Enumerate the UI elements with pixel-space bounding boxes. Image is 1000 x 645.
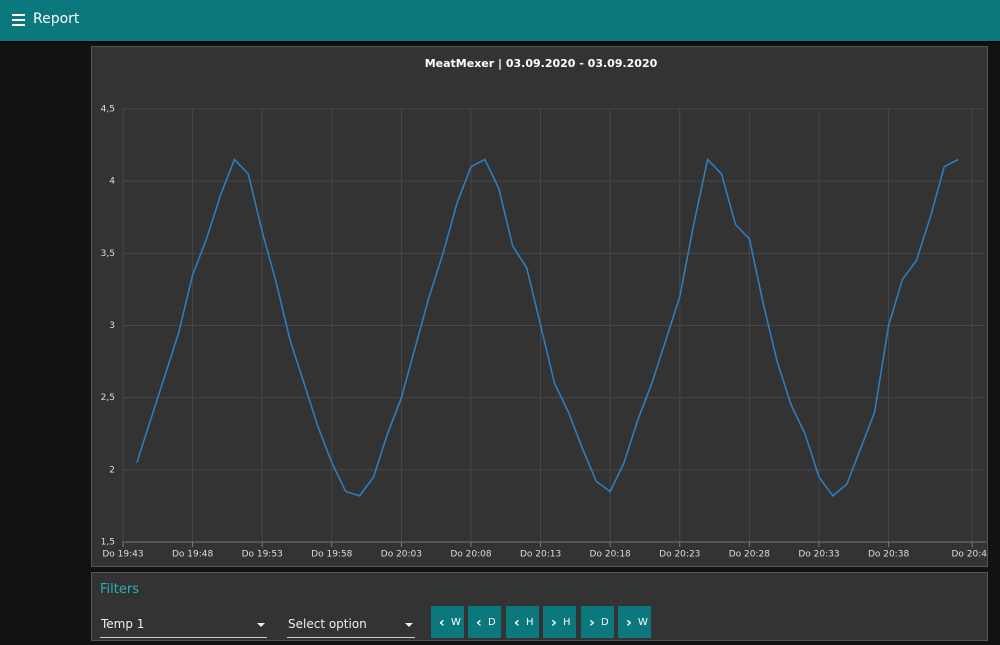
x-tick-label: Do 20:08 [450,550,492,560]
y-tick-label: 1,5 [101,538,115,548]
chevron-icon: › [551,615,557,631]
select[interactable]: Select option [287,615,415,638]
y-tick-label: 3 [109,321,115,331]
filters-panel: Filters Temp 1 Select option ‹ W ‹ D ‹ H › H › D ›… [91,572,988,641]
x-tick-label: Do 20:44 [951,550,987,560]
button-label: D [601,617,609,628]
menu-button[interactable] [12,14,25,26]
chart-panel: MeatMexer | 03.09.2020 - 03.09.2020 1,5 2… [91,46,988,567]
x-tick-label: Do 20:38 [868,550,910,560]
button-label: W [638,617,648,628]
select-value: Select option [288,617,367,631]
button-label: W [451,617,461,628]
page-title: Report [33,11,80,27]
x-tick-label: Do 19:43 [102,550,143,560]
x-tick-label: Do 20:23 [659,550,700,560]
nav-button[interactable]: ‹ H [506,606,539,638]
filters-title: Filters [100,582,139,597]
chevron-icon: › [626,615,632,631]
select-value: Temp 1 [101,617,145,631]
nav-button[interactable]: ‹ D [468,606,501,638]
x-tick-label: Do 19:53 [242,550,283,560]
y-tick-label: 2,5 [101,393,115,403]
button-label: D [488,617,496,628]
nav-button[interactable]: › D [581,606,614,638]
nav-button[interactable]: ‹ W [431,606,464,638]
y-tick-label: 4 [109,177,115,187]
chart-title: MeatMexer | 03.09.2020 - 03.09.2020 [425,57,658,70]
y-tick-label: 3,5 [101,249,115,259]
button-label: H [563,617,571,628]
x-tick-label: Do 20:18 [590,550,632,560]
x-tick-label: Do 19:58 [311,550,353,560]
x-tick-label: Do 20:03 [381,550,422,560]
chart: MeatMexer | 03.09.2020 - 03.09.2020 1,5 2… [101,57,987,560]
chevron-icon: ‹ [514,615,520,631]
data-line [136,157,959,497]
y-tick-label: 4,5 [101,105,115,115]
x-tick-label: Do 20:13 [520,550,561,560]
y-tick-label: 2 [109,465,115,475]
chevron-icon: ‹ [476,615,482,631]
button-label: H [526,617,534,628]
nav-button[interactable]: › H [543,606,576,638]
select[interactable]: Temp 1 [100,615,267,638]
x-tick-label: Do 20:28 [729,550,771,560]
nav-button[interactable]: › W [618,606,651,638]
x-tick-label: Do 20:33 [798,550,839,560]
chevron-icon: ‹ [439,615,445,631]
x-tick-label: Do 19:48 [172,550,214,560]
chevron-icon: › [589,615,595,631]
top-bar: Report [0,0,1000,41]
